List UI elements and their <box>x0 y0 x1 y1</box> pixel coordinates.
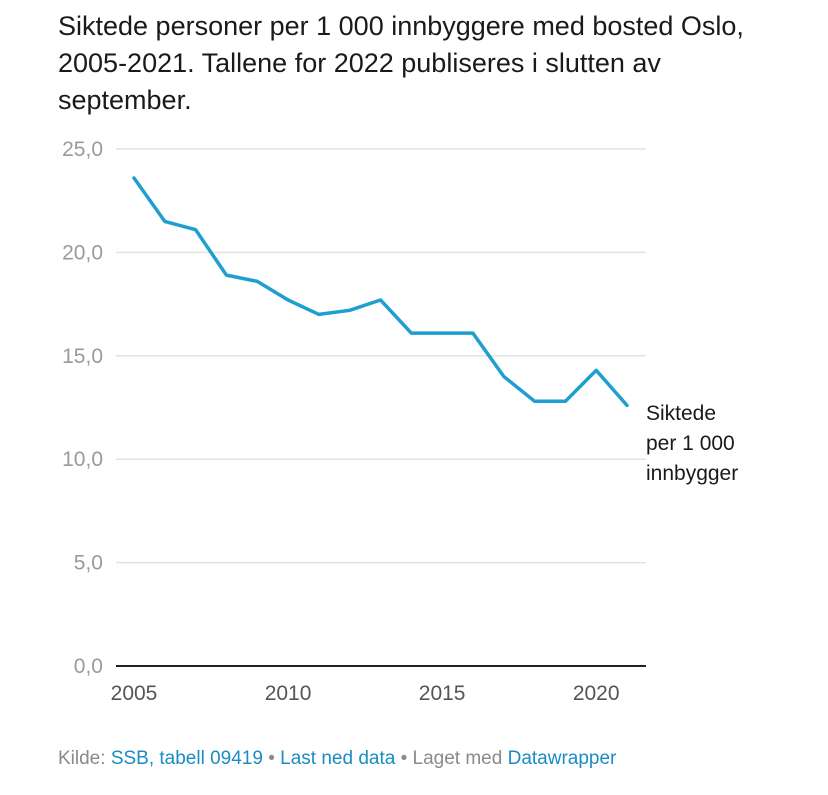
y-tick-label: 15,0 <box>62 345 103 368</box>
source-link[interactable]: SSB, tabell 09419 <box>110 748 263 769</box>
y-tick-label: 10,0 <box>62 448 103 471</box>
x-axis-tick-labels: 2005 2010 2015 2020 <box>111 682 620 705</box>
y-axis-tick-labels: 0,0 5,0 10,0 15,0 20,0 25,0 <box>62 138 103 678</box>
y-tick-label: 5,0 <box>74 552 103 575</box>
series-layer <box>132 176 629 408</box>
x-tick-label: 2020 <box>573 682 620 705</box>
series-labels: Siktede per 1 000 innbygger <box>646 402 738 485</box>
grid-lines <box>116 148 646 667</box>
y-tick-label: 25,0 <box>62 138 103 161</box>
series-label: Siktede per 1 000 innbygger <box>646 402 738 485</box>
made-with-text: Laget med <box>412 748 503 769</box>
source-prefix: Kilde: <box>58 748 106 769</box>
y-tick-label: 0,0 <box>74 655 103 678</box>
x-tick-label: 2015 <box>419 682 466 705</box>
y-tick-label: 20,0 <box>62 241 103 264</box>
line-chart: 0,05,010,015,020,025,0 2005 2010 2015 2020 … <box>62 138 738 705</box>
x-tick-label: 2005 <box>111 682 158 705</box>
series-line <box>132 176 629 408</box>
x-tick-label: 2010 <box>265 682 312 705</box>
separator-1: • <box>268 748 275 769</box>
chart-footer: Kilde: SSB, tabell 09419 • Last ned data… <box>58 748 616 770</box>
chart-title: Siktede personer per 1 000 innbyggere me… <box>58 11 744 115</box>
datawrapper-link[interactable]: Datawrapper <box>507 748 617 769</box>
download-data-link[interactable]: Last ned data <box>280 748 396 769</box>
separator-2: • <box>400 748 408 769</box>
